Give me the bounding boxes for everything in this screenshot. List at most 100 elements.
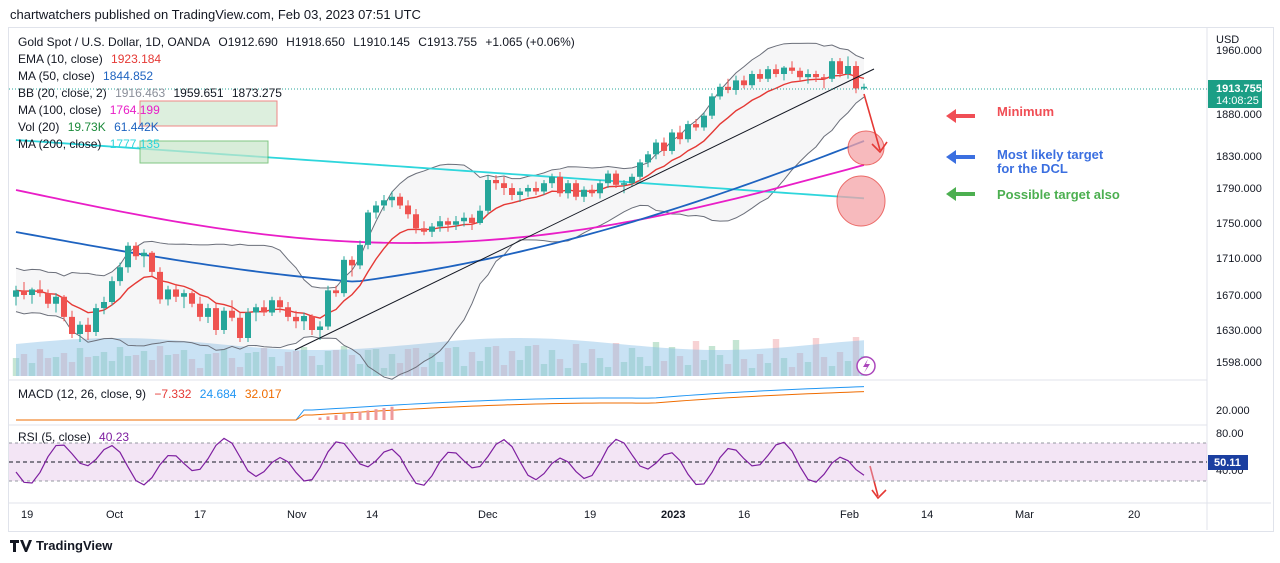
candle-body: [445, 221, 451, 225]
ema10-legend: EMA (10, close) 1923.184: [18, 52, 166, 66]
macd-signal-line: [16, 391, 865, 421]
volume-bar: [60, 353, 68, 376]
price-tick-label: 1630.000: [1216, 325, 1262, 337]
volume-bar: [692, 341, 700, 376]
candle-body: [597, 183, 603, 194]
symbol-label: Gold Spot / U.S. Dollar, 1D, OANDA: [18, 35, 211, 49]
volume-bar: [28, 363, 36, 376]
time-tick-label: 16: [738, 509, 750, 521]
macd-hist-bar: [334, 415, 338, 420]
volume-bar: [412, 348, 420, 376]
annotation-possible-target: Possible target also: [997, 187, 1120, 202]
volume-bar: [508, 351, 516, 376]
candle-body: [157, 271, 163, 300]
volume-bar: [820, 357, 828, 376]
candle-body: [765, 69, 771, 79]
candle-body: [269, 300, 275, 313]
candle-body: [517, 191, 523, 195]
trendline: [294, 68, 875, 351]
volume-bar: [164, 355, 172, 376]
time-tick-label: 14: [921, 509, 933, 521]
candle-body: [493, 180, 499, 184]
price-tick-label: 1830.000: [1216, 151, 1262, 163]
open-value: O1912.690: [218, 35, 278, 49]
macd-hist-bar: [342, 414, 346, 420]
candle-body: [309, 316, 315, 330]
candle-body: [13, 290, 19, 297]
volume-bar: [44, 358, 52, 376]
volume-bar: [196, 368, 204, 376]
volume-bar: [244, 353, 252, 376]
candle-body: [861, 86, 867, 89]
candle-body: [173, 289, 179, 297]
arrow-possible-icon-head: [946, 187, 956, 201]
macd-hist-bar: [382, 408, 386, 420]
candle-body: [437, 221, 443, 227]
ema10-label: EMA (10, close): [18, 52, 103, 66]
candle-body: [29, 289, 35, 295]
candle-body: [613, 173, 619, 185]
volume-bar: [404, 349, 412, 376]
volume-bar: [724, 364, 732, 376]
ma200-value: 1777.135: [109, 137, 160, 151]
candle-body: [181, 293, 187, 297]
vol-ma-value: 61.442K: [114, 120, 159, 134]
publisher-line: chartwatchers published on TradingView.c…: [10, 7, 421, 22]
rsi-current-label: 50.11: [1214, 457, 1241, 469]
candle-body: [197, 303, 203, 317]
ma50-value: 1844.852: [103, 69, 154, 83]
volume-bar: [564, 368, 572, 376]
volume-bar: [364, 350, 372, 376]
candle-body: [789, 67, 795, 71]
volume-bar: [732, 340, 740, 376]
rsi-tick-label: 80.00: [1216, 428, 1244, 440]
volume-bar: [68, 362, 76, 376]
rsi-value: 40.23: [99, 430, 130, 444]
volume-bar: [388, 354, 396, 376]
volume-bar: [540, 364, 548, 376]
candle-body: [141, 252, 147, 257]
volume-bar: [188, 359, 196, 376]
volume-bar: [396, 363, 404, 376]
candle-body: [69, 316, 75, 334]
volume-bar: [628, 348, 636, 376]
candle-body: [45, 293, 51, 304]
volume-bar: [260, 348, 268, 376]
candle-body: [277, 300, 283, 308]
ma50-legend: MA (50, close) 1844.852: [18, 69, 158, 83]
candle-body: [261, 307, 267, 313]
macd-tick-label: 20.000: [1216, 405, 1250, 417]
volume-bar: [148, 360, 156, 376]
volume-bar: [452, 347, 460, 376]
volume-bar: [308, 356, 316, 376]
annotation-likely-line1: Most likely target: [997, 147, 1104, 162]
volume-bar: [228, 358, 236, 376]
bb-legend: BB (20, close, 2) 1916.463 1959.651 1873…: [18, 86, 287, 100]
volume-bar: [740, 359, 748, 376]
high-value: H1918.650: [286, 35, 345, 49]
macd-hist-bar: [350, 412, 354, 420]
candle-body: [685, 124, 691, 140]
volume-bar: [588, 349, 596, 376]
candle-body: [61, 296, 67, 317]
candle-body: [829, 61, 835, 79]
volume-bar: [444, 348, 452, 376]
price-tick-label: 1880.000: [1216, 109, 1262, 121]
candle-body: [133, 245, 139, 257]
candle-body: [629, 176, 635, 184]
arrow-minimum-icon-head: [946, 109, 956, 123]
volume-bar: [748, 368, 756, 376]
candle-body: [845, 66, 851, 74]
arrow-likely-icon-head: [946, 150, 956, 164]
macd-signal-value: 32.017: [244, 387, 282, 401]
candle-body: [405, 205, 411, 215]
volume-bar: [476, 361, 484, 376]
candle-body: [205, 308, 211, 317]
volume-bar: [668, 347, 676, 376]
candle-body: [37, 289, 43, 294]
candle-body: [653, 142, 659, 155]
volume-bar: [324, 351, 332, 376]
tradingview-footer[interactable]: TradingView: [10, 538, 112, 553]
volume-bar: [140, 351, 148, 376]
